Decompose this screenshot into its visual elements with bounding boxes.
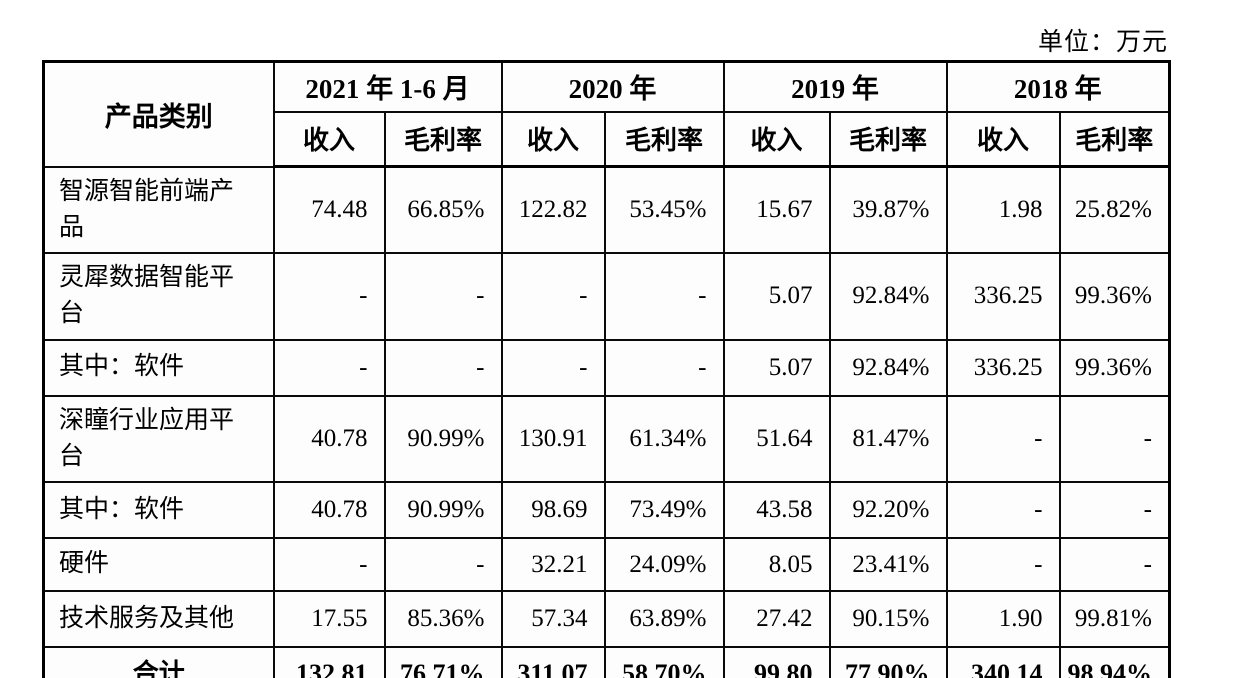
data-cell: - — [603, 338, 725, 397]
data-cell: 32.21 — [500, 537, 606, 592]
data-cell: - — [1058, 394, 1171, 483]
revenue-header: 收入 — [272, 110, 386, 168]
data-cell: 73.49% — [603, 481, 725, 539]
data-cell: - — [1058, 537, 1171, 592]
data-cell: 132.81 — [272, 646, 386, 678]
data-cell: 40.78 — [272, 394, 386, 483]
data-cell: 53.45% — [603, 165, 725, 254]
data-cell: 40.78 — [272, 481, 386, 539]
data-cell: - — [272, 537, 386, 592]
data-cell: 99.80 — [722, 646, 831, 678]
product-revenue-margin-table: 产品类别 2021 年 1-6 月 2020 年 2019 年 2018 年 收… — [42, 60, 1171, 678]
data-cell: - — [945, 481, 1061, 539]
data-cell: 76.71% — [383, 646, 503, 678]
revenue-header: 收入 — [945, 110, 1061, 168]
data-cell: 58.70% — [603, 646, 725, 678]
data-cell: - — [603, 252, 725, 341]
margin-header: 毛利率 — [603, 110, 725, 168]
margin-header: 毛利率 — [383, 110, 503, 168]
data-cell: 51.64 — [722, 394, 831, 483]
data-cell: - — [1058, 481, 1171, 539]
data-cell: 99.36% — [1058, 338, 1171, 397]
data-cell: - — [383, 338, 503, 397]
data-cell: 81.47% — [828, 394, 948, 483]
data-cell: 17.55 — [272, 590, 386, 648]
row-label: 硬件 — [42, 537, 275, 592]
row-label: 其中：软件 — [42, 481, 275, 539]
data-cell: 63.89% — [603, 590, 725, 648]
data-cell: 92.20% — [828, 481, 948, 539]
data-cell: 39.87% — [828, 165, 948, 254]
table-row: 智源智能前端产品 74.48 66.85% 122.82 53.45% 15.6… — [42, 165, 1171, 254]
data-cell: 24.09% — [603, 537, 725, 592]
data-cell: 92.84% — [828, 338, 948, 397]
data-cell: 61.34% — [603, 394, 725, 483]
row-label: 灵犀数据智能平台 — [42, 252, 275, 341]
data-cell: - — [500, 338, 606, 397]
table-row: 硬件 - - 32.21 24.09% 8.05 23.41% - - — [42, 537, 1171, 592]
data-cell: 90.15% — [828, 590, 948, 648]
data-cell: - — [945, 537, 1061, 592]
data-cell: 122.82 — [500, 165, 606, 254]
data-cell: 74.48 — [272, 165, 386, 254]
row-label: 深瞳行业应用平台 — [42, 394, 275, 483]
data-cell: 23.41% — [828, 537, 948, 592]
table-row: 灵犀数据智能平台 - - - - 5.07 92.84% 336.25 99.3… — [42, 252, 1171, 341]
unit-label: 单位：万元 — [1037, 29, 1168, 56]
data-cell: 90.99% — [383, 481, 503, 539]
data-cell: - — [945, 394, 1061, 483]
revenue-header: 收入 — [500, 110, 606, 168]
row-label: 智源智能前端产品 — [42, 165, 275, 254]
data-cell: 66.85% — [383, 165, 503, 254]
data-cell: 5.07 — [722, 338, 831, 397]
product-category-header: 产品类别 — [42, 60, 275, 168]
margin-header: 毛利率 — [828, 110, 948, 168]
table-row: 其中：软件 - - - - 5.07 92.84% 336.25 99.36% — [42, 338, 1171, 397]
data-cell: 98.94% — [1058, 646, 1171, 678]
data-cell: 99.81% — [1058, 590, 1171, 648]
data-cell: 340.14 — [945, 646, 1061, 678]
data-cell: - — [272, 252, 386, 341]
data-cell: 99.36% — [1058, 252, 1171, 341]
data-cell: 92.84% — [828, 252, 948, 341]
data-cell: 311.07 — [500, 646, 606, 678]
year-header-2020: 2020 年 — [500, 60, 725, 113]
data-cell: 15.67 — [722, 165, 831, 254]
data-cell: 130.91 — [500, 394, 606, 483]
data-cell: 5.07 — [722, 252, 831, 341]
table-row: 其中：软件 40.78 90.99% 98.69 73.49% 43.58 92… — [42, 481, 1171, 539]
data-cell: 336.25 — [945, 252, 1061, 341]
row-label: 其中：软件 — [42, 338, 275, 397]
data-cell: 85.36% — [383, 590, 503, 648]
year-header-2019: 2019 年 — [722, 60, 948, 113]
margin-header: 毛利率 — [1058, 110, 1171, 168]
year-header-2021: 2021 年 1-6 月 — [272, 60, 503, 113]
table-row: 深瞳行业应用平台 40.78 90.99% 130.91 61.34% 51.6… — [42, 394, 1171, 483]
total-row: 合计 132.81 76.71% 311.07 58.70% 99.80 77.… — [42, 646, 1171, 678]
total-row-label: 合计 — [42, 646, 275, 678]
table-row: 技术服务及其他 17.55 85.36% 57.34 63.89% 27.42 … — [42, 590, 1171, 648]
data-cell: 77.90% — [828, 646, 948, 678]
data-cell: - — [500, 252, 606, 341]
data-cell: 1.90 — [945, 590, 1061, 648]
revenue-header: 收入 — [722, 110, 831, 168]
data-cell: 98.69 — [500, 481, 606, 539]
data-cell: - — [383, 537, 503, 592]
data-cell: - — [383, 252, 503, 341]
data-cell: 25.82% — [1058, 165, 1171, 254]
year-header-2018: 2018 年 — [945, 60, 1171, 113]
sub-header-row: 收入 毛利率 收入 毛利率 收入 毛利率 收入 毛利率 — [44, 110, 1171, 168]
data-cell: 27.42 — [722, 590, 831, 648]
data-cell: 1.98 — [945, 165, 1061, 254]
data-cell: 43.58 — [722, 481, 831, 539]
data-cell: 8.05 — [722, 537, 831, 592]
data-cell: 90.99% — [383, 394, 503, 483]
data-cell: 336.25 — [945, 338, 1061, 397]
row-label: 技术服务及其他 — [42, 590, 275, 648]
year-header-row: 产品类别 2021 年 1-6 月 2020 年 2019 年 2018 年 — [42, 60, 1171, 168]
data-cell: - — [272, 338, 386, 397]
data-cell: 57.34 — [500, 590, 606, 648]
